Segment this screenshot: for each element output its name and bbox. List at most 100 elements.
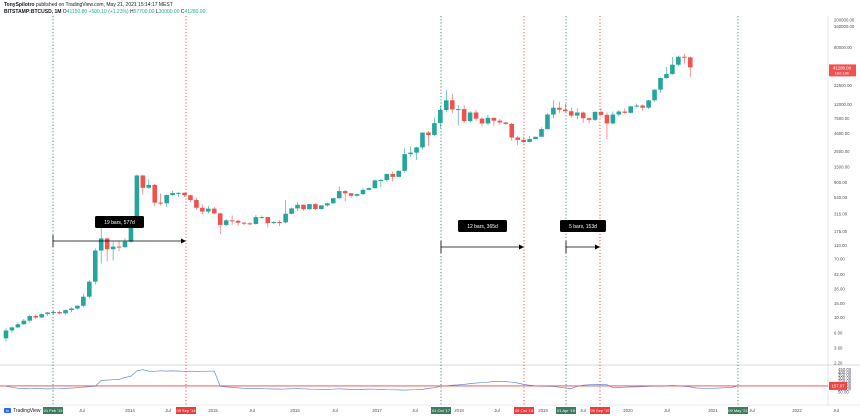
candle-body [533, 136, 538, 140]
candle-body [646, 100, 651, 108]
candle-body [485, 117, 491, 124]
price-tick-label: 160000.00 [834, 24, 855, 29]
time-tick-label: Jul [664, 408, 670, 413]
candle-body [116, 246, 122, 248]
price-tick-label: 110.00 [834, 243, 847, 248]
price-tick-label: 80000.00 [834, 45, 853, 50]
candle-body [283, 213, 288, 223]
time-tick-label: Jul [749, 408, 755, 413]
range-label-box [458, 220, 507, 232]
candle-body [420, 132, 425, 148]
candle-body [658, 78, 663, 90]
candle-body [676, 56, 681, 65]
candle-body [342, 191, 348, 194]
indicator-tick-label: 450.00 [838, 367, 852, 372]
candle-body [432, 123, 437, 136]
ohlc-close: C41280.00 [180, 9, 206, 15]
candle-body [580, 112, 586, 119]
price-tick-label: 26.00 [834, 286, 845, 291]
price-tick-label: 70.00 [834, 257, 845, 262]
candle-body [57, 312, 62, 314]
candle-body [336, 191, 342, 199]
price-tick-label: 3.60 [834, 346, 843, 351]
indicator-tick-label: 50.00 [838, 389, 849, 394]
marker-date-label: 09 Sep '14 [176, 408, 196, 413]
price-tick-label: 6.00 [834, 330, 843, 335]
symbol-name[interactable]: BITSTAMP:BTCUSD, 1M [4, 9, 62, 15]
price-tick-label: 900.00 [834, 180, 848, 185]
candle-body [640, 105, 645, 108]
marker-date-badge [556, 407, 576, 414]
indicator-tick-label: 400.00 [838, 370, 852, 375]
candle-body [467, 112, 473, 122]
range-label-text: 12 bars, 365d [467, 224, 498, 230]
candle-body [408, 152, 413, 155]
candle-body [51, 312, 56, 314]
candle-body [396, 170, 401, 177]
published-info: published on TradingView.com, May 21, 20… [35, 2, 173, 8]
candle-body [164, 195, 169, 204]
time-tick-label: Jul [332, 408, 338, 413]
candle-body [378, 180, 384, 182]
tradingview-logo[interactable]: tv TradingView [4, 408, 41, 414]
price-tick-label: 16.00 [834, 301, 845, 306]
indicator-tick-label: 250.00 [838, 378, 852, 383]
price-tick-label: 200000.00 [834, 18, 855, 23]
candle-body [503, 122, 509, 124]
time-tick-label: Jul [249, 408, 255, 413]
time-tick-label: 2015 [208, 408, 218, 413]
indicator-line [5, 369, 738, 391]
candle-body [313, 204, 318, 210]
candle-body [188, 195, 193, 200]
price-tick-label: 42.00 [834, 272, 845, 277]
price-tick-label: 12000.00 [834, 102, 853, 107]
candle-body [574, 112, 580, 116]
ohlc-open: O41150.80 [62, 9, 88, 15]
time-tick-label: 2017 [372, 408, 382, 413]
candle-body [9, 327, 15, 331]
price-tick-label: 7500.00 [834, 116, 850, 121]
time-tick-label: Jul [165, 408, 171, 413]
marker-date-badge [431, 407, 451, 414]
time-tick-label: Jul [494, 408, 500, 413]
candle-body [27, 316, 33, 321]
range-label-box [560, 220, 606, 232]
time-tick-label: Jul [79, 408, 85, 413]
tradingview-brand: TradingView [13, 408, 41, 414]
candle-body [509, 123, 515, 138]
time-tick-label: 2022 [792, 408, 802, 413]
indicator-tick-label: 300.00 [838, 376, 852, 381]
candle-body [491, 117, 497, 121]
candle-body [390, 173, 396, 177]
candle-body [652, 89, 657, 101]
candle-body [479, 118, 485, 124]
price-tick-label: 10.00 [834, 315, 845, 320]
time-tick-label: 2016 [290, 408, 300, 413]
candle-body [521, 139, 526, 142]
candle-body [557, 107, 562, 110]
current-price-countdown: 10d 10h [835, 70, 849, 75]
candle-body [360, 189, 366, 195]
candle-body [604, 114, 610, 124]
candle-body [271, 222, 277, 224]
author-line: TonySpilotro published on TradingView.co… [4, 2, 173, 8]
candle-body [140, 175, 146, 188]
range-label-text: 19 bars, 577d [104, 220, 135, 226]
candle-body [682, 56, 687, 58]
time-tick-label: Jul [833, 408, 839, 413]
candle-body [247, 223, 253, 225]
price-tick-label: 1500.00 [834, 164, 850, 169]
candle-body [301, 204, 306, 210]
candle-body [253, 217, 259, 224]
candle-body [616, 111, 622, 115]
candle-body [277, 222, 282, 224]
candle-body [348, 193, 354, 196]
price-tick-label: 2500.00 [834, 149, 850, 154]
candle-body [687, 57, 693, 68]
candle-body [134, 175, 140, 227]
candle-body [122, 241, 128, 248]
candle-body [592, 111, 598, 120]
price-tick-label: 4600.00 [834, 131, 850, 136]
price-tick-label: 540.00 [834, 195, 848, 200]
